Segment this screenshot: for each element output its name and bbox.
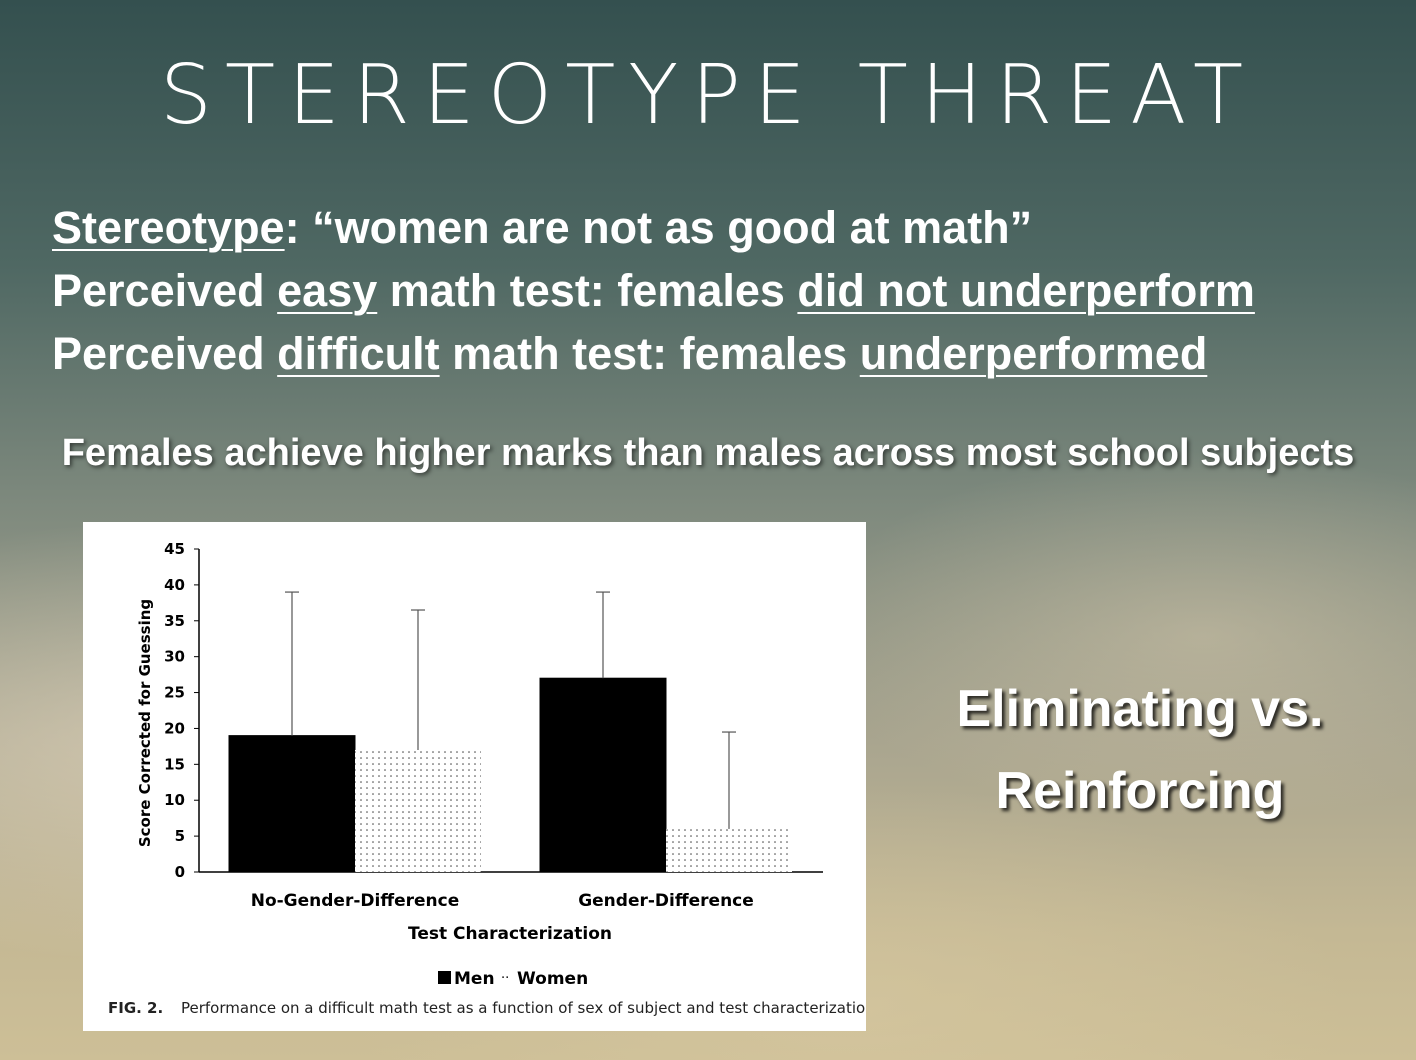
legend-women-swatch: ·· <box>501 971 509 986</box>
legend: Men ·· Women <box>438 969 588 989</box>
figure-caption-text: Performance on a difficult math test as … <box>181 999 866 1017</box>
did-not-underperform-term: did not underperform <box>797 265 1255 316</box>
y-tick-label: 35 <box>164 612 185 630</box>
side-note: Eliminating vs. Reinforcing <box>925 668 1355 832</box>
y-tick-label: 20 <box>164 719 185 737</box>
x-category-label: No-Gender-Difference <box>251 891 460 911</box>
statement-block: Stereotype: “women are not as good at ma… <box>52 196 1255 385</box>
line2-middle: math test: females <box>377 265 798 316</box>
underperformed-term: underperformed <box>859 328 1208 379</box>
line2-prefix: Perceived <box>52 265 278 316</box>
y-tick-label: 30 <box>164 648 185 666</box>
bar-men <box>228 735 356 873</box>
y-tick-label: 45 <box>164 540 185 558</box>
y-tick-label: 40 <box>164 576 185 594</box>
stereotype-term: Stereotype <box>52 202 285 253</box>
stereotype-quote: : “women are not as good at math” <box>284 202 1033 253</box>
legend-women-label: Women <box>517 969 588 989</box>
statement-line-2: Perceived easy math test: females did no… <box>52 259 1255 322</box>
y-tick-label: 0 <box>175 863 185 881</box>
legend-men-swatch <box>438 971 451 984</box>
figure-panel: 0 5 10 15 20 25 30 35 40 45 No-Gender-Difference Ge… <box>83 522 875 1031</box>
bar-men <box>539 677 667 873</box>
side-note-line-2: Reinforcing <box>995 762 1285 820</box>
bar-women <box>666 828 792 872</box>
x-category-label: Gender-Difference <box>578 891 754 911</box>
y-tick-label: 15 <box>164 755 185 773</box>
slide-subtitle: Females achieve higher marks than males … <box>61 432 1355 474</box>
bar-women <box>355 749 481 872</box>
y-tick-label: 25 <box>164 684 185 702</box>
line3-middle: math test: females <box>439 328 860 379</box>
line3-prefix: Perceived <box>52 328 278 379</box>
difficult-term: difficult <box>277 328 440 379</box>
easy-term: easy <box>277 265 378 316</box>
figure-caption-label: FIG. 2. <box>108 999 163 1017</box>
statement-line-3: Perceived difficult math test: females u… <box>52 322 1255 385</box>
y-tick-label: 10 <box>164 791 185 809</box>
legend-men-label: Men <box>454 969 495 989</box>
slide-title: STEREOTYPE THREAT <box>159 48 1257 143</box>
y-axis-label: Score Corrected for Guessing <box>136 599 154 847</box>
statement-line-1: Stereotype: “women are not as good at ma… <box>52 196 1255 259</box>
side-note-line-1: Eliminating vs. <box>956 680 1324 738</box>
bar-chart: 0 5 10 15 20 25 30 35 40 45 No-Gender-Difference Ge… <box>108 540 875 1017</box>
y-tick-label: 5 <box>175 827 185 845</box>
x-axis-label: Test Characterization <box>408 924 612 944</box>
